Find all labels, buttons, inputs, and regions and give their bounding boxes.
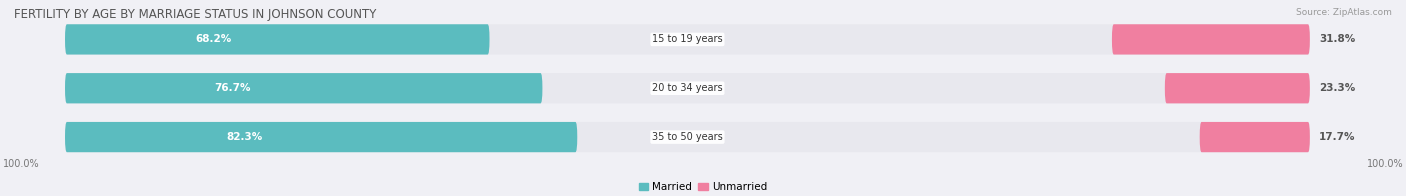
- FancyBboxPatch shape: [1199, 122, 1310, 152]
- Text: 76.7%: 76.7%: [214, 83, 250, 93]
- Legend: Married, Unmarried: Married, Unmarried: [634, 178, 772, 196]
- FancyBboxPatch shape: [65, 24, 1310, 54]
- FancyBboxPatch shape: [65, 122, 1310, 152]
- Text: 100.0%: 100.0%: [1367, 159, 1403, 169]
- Text: 20 to 34 years: 20 to 34 years: [652, 83, 723, 93]
- Text: 23.3%: 23.3%: [1319, 83, 1355, 93]
- FancyBboxPatch shape: [1164, 73, 1310, 103]
- FancyBboxPatch shape: [65, 122, 578, 152]
- Text: 82.3%: 82.3%: [226, 132, 263, 142]
- Text: 15 to 19 years: 15 to 19 years: [652, 34, 723, 44]
- Text: 100.0%: 100.0%: [3, 159, 39, 169]
- FancyBboxPatch shape: [65, 73, 1310, 103]
- Text: Source: ZipAtlas.com: Source: ZipAtlas.com: [1296, 8, 1392, 17]
- Text: 31.8%: 31.8%: [1319, 34, 1355, 44]
- Text: 17.7%: 17.7%: [1319, 132, 1355, 142]
- FancyBboxPatch shape: [1112, 24, 1310, 54]
- FancyBboxPatch shape: [65, 24, 489, 54]
- Text: 68.2%: 68.2%: [195, 34, 232, 44]
- Text: 35 to 50 years: 35 to 50 years: [652, 132, 723, 142]
- FancyBboxPatch shape: [65, 73, 543, 103]
- Text: FERTILITY BY AGE BY MARRIAGE STATUS IN JOHNSON COUNTY: FERTILITY BY AGE BY MARRIAGE STATUS IN J…: [14, 8, 377, 21]
